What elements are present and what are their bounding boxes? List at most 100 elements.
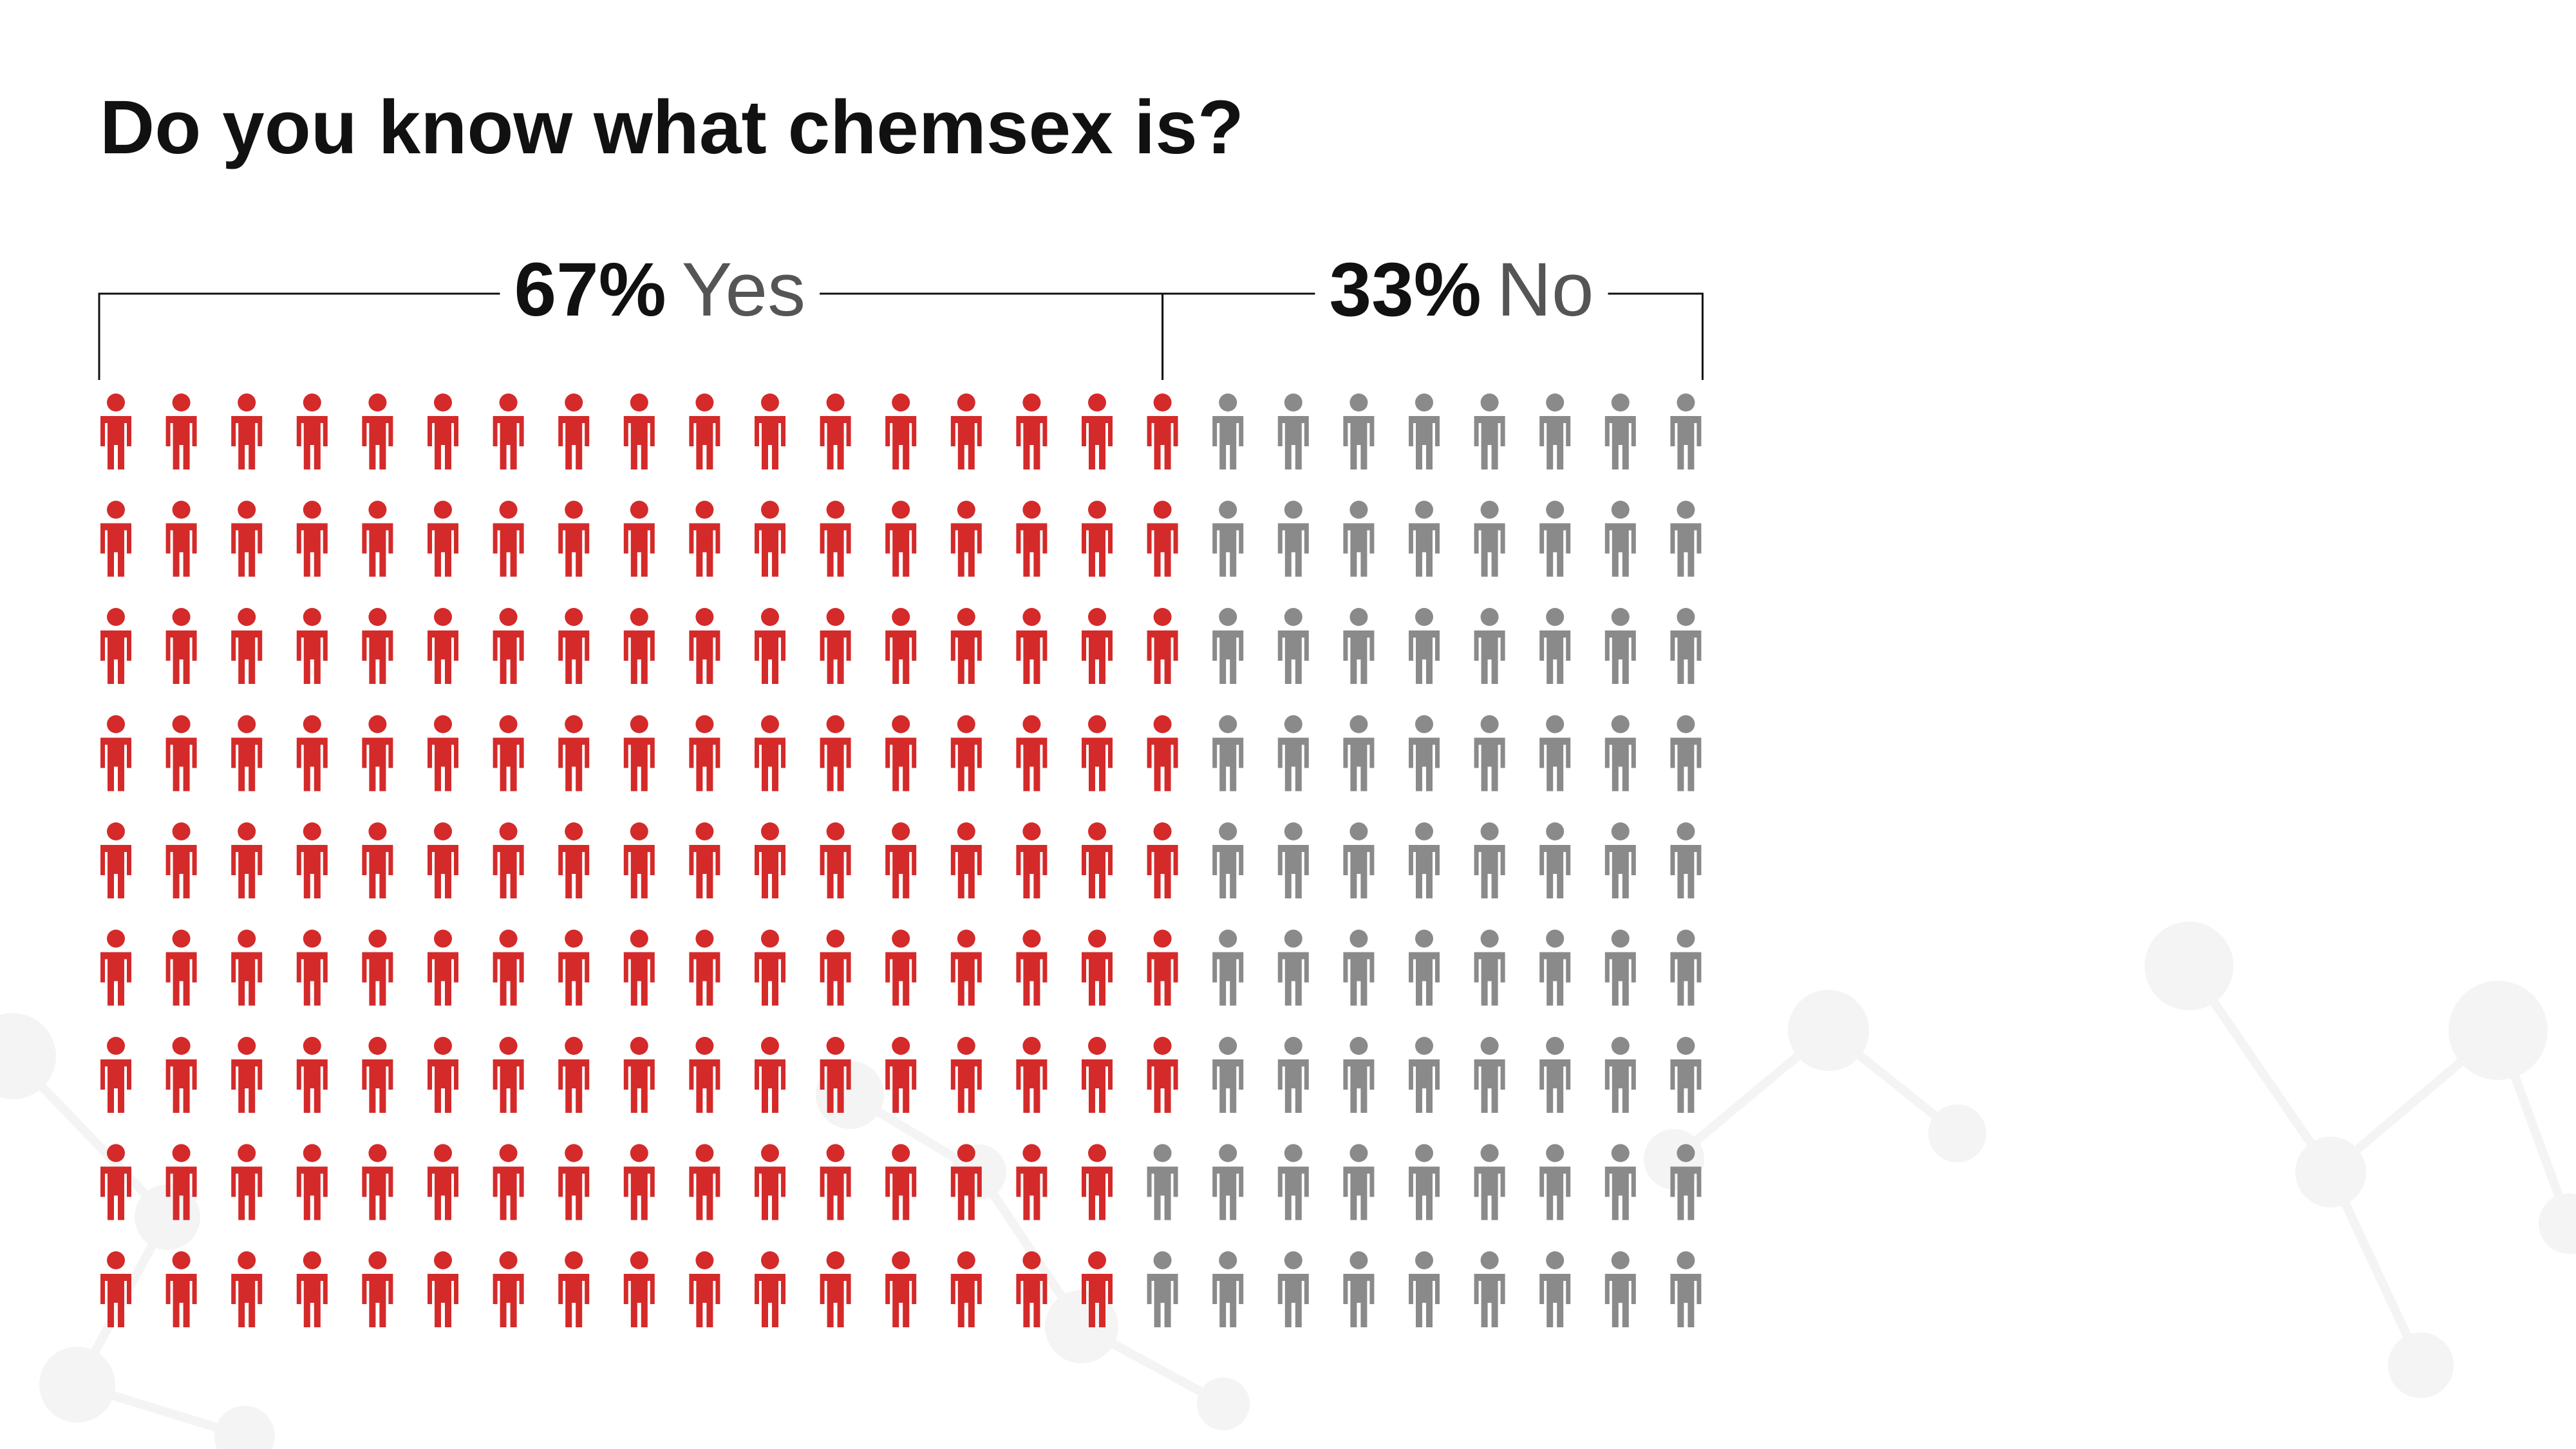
label-yes-percent: 67%: [514, 247, 666, 332]
person-icon-no: [1670, 1251, 1702, 1327]
person-icon-yes: [296, 1144, 328, 1220]
person-icon-yes: [755, 822, 785, 898]
person-icon-yes: [428, 1144, 458, 1220]
person-icon-yes: [1147, 1037, 1178, 1113]
label-yes: 67% Yes: [514, 247, 805, 332]
label-yes-name: Yes: [682, 247, 806, 332]
person-icon-yes: [428, 1251, 458, 1327]
person-icon-no: [1409, 929, 1440, 1006]
person-icon-no: [1277, 929, 1309, 1006]
person-icon-no: [1409, 1037, 1440, 1113]
person-icon-no: [1474, 1144, 1505, 1220]
person-icon-no: [1604, 608, 1636, 684]
person-icon-no: [1539, 822, 1571, 898]
person-icon-no: [1343, 500, 1375, 577]
person-icon-no: [1409, 393, 1440, 469]
person-icon-yes: [1016, 1251, 1048, 1327]
person-icon-no: [1670, 500, 1702, 577]
person-icon-no: [1474, 393, 1505, 469]
person-icon-no: [1604, 393, 1636, 469]
person-icon-yes: [755, 608, 785, 684]
person-icon-yes: [885, 715, 917, 791]
person-icon-yes: [820, 1251, 851, 1327]
person-icon-yes: [493, 500, 524, 577]
person-icon-no: [1277, 715, 1309, 791]
person-icon-no: [1409, 715, 1440, 791]
person-icon-yes: [231, 1251, 263, 1327]
person-icon-yes: [428, 715, 458, 791]
person-icon-no: [1409, 500, 1440, 577]
person-icon-no: [1604, 1144, 1636, 1220]
person-icon-yes: [820, 500, 851, 577]
person-icon-yes: [100, 1144, 131, 1220]
person-icon-yes: [296, 393, 328, 469]
person-icon-no: [1604, 1251, 1636, 1327]
person-icon-yes: [1082, 393, 1113, 469]
person-icon-no: [1409, 1251, 1440, 1327]
person-icon-yes: [428, 1037, 458, 1113]
person-icon-no: [1539, 1144, 1571, 1220]
person-icon-yes: [820, 715, 851, 791]
person-icon-yes: [100, 1251, 131, 1327]
person-icon-no: [1670, 929, 1702, 1006]
person-icon-yes: [1082, 929, 1113, 1006]
person-icon-yes: [1082, 1144, 1113, 1220]
person-icon-yes: [755, 1144, 785, 1220]
person-icon-no: [1409, 608, 1440, 684]
person-icon-no: [1277, 1037, 1309, 1113]
person-icon-yes: [558, 715, 590, 791]
person-icon-yes: [493, 1037, 524, 1113]
person-icon-yes: [950, 1251, 982, 1327]
chart-title: Do you know what chemsex is?: [100, 85, 1244, 170]
person-icon-no: [1212, 500, 1244, 577]
person-icon-yes: [885, 608, 917, 684]
person-icon-yes: [362, 1037, 393, 1113]
person-icon-no: [1212, 1037, 1244, 1113]
person-icon-yes: [689, 500, 720, 577]
person-icon-yes: [100, 929, 131, 1006]
person-icon-no: [1277, 1251, 1309, 1327]
person-icon-no: [1539, 1037, 1571, 1113]
person-icon-yes: [1147, 929, 1178, 1006]
person-icon-no: [1277, 608, 1309, 684]
person-icon-yes: [296, 1251, 328, 1327]
person-icon-yes: [296, 715, 328, 791]
person-icon-yes: [885, 393, 917, 469]
person-icon-no: [1539, 929, 1571, 1006]
person-icon-yes: [493, 1251, 524, 1327]
person-icon-yes: [558, 1251, 590, 1327]
person-icon-no: [1474, 608, 1505, 684]
person-icon-yes: [428, 500, 458, 577]
person-icon-yes: [493, 715, 524, 791]
bracket-no: [1161, 292, 1704, 380]
person-icon-yes: [493, 393, 524, 469]
person-icon-no: [1212, 822, 1244, 898]
person-icon-yes: [558, 822, 590, 898]
person-icon-yes: [231, 929, 263, 1006]
person-icon-no: [1343, 715, 1375, 791]
person-icon-no: [1343, 822, 1375, 898]
person-icon-yes: [1147, 500, 1178, 577]
person-icon-yes: [231, 822, 263, 898]
person-icon-no: [1670, 608, 1702, 684]
person-icon-no: [1343, 1251, 1375, 1327]
person-icon-no: [1670, 715, 1702, 791]
person-icon-yes: [950, 1037, 982, 1113]
person-icon-yes: [296, 822, 328, 898]
person-icon-yes: [558, 1144, 590, 1220]
person-icon-yes: [885, 1251, 917, 1327]
person-icon-yes: [428, 822, 458, 898]
person-icon-yes: [1147, 608, 1178, 684]
person-icon-yes: [885, 822, 917, 898]
person-icon-no: [1539, 715, 1571, 791]
person-icon-no: [1212, 715, 1244, 791]
person-icon-no: [1474, 1037, 1505, 1113]
person-icon-yes: [1147, 393, 1178, 469]
person-icon-yes: [428, 393, 458, 469]
person-icon-yes: [1082, 1037, 1113, 1113]
person-icon-yes: [755, 929, 785, 1006]
person-icon-yes: [493, 608, 524, 684]
person-icon-yes: [362, 608, 393, 684]
